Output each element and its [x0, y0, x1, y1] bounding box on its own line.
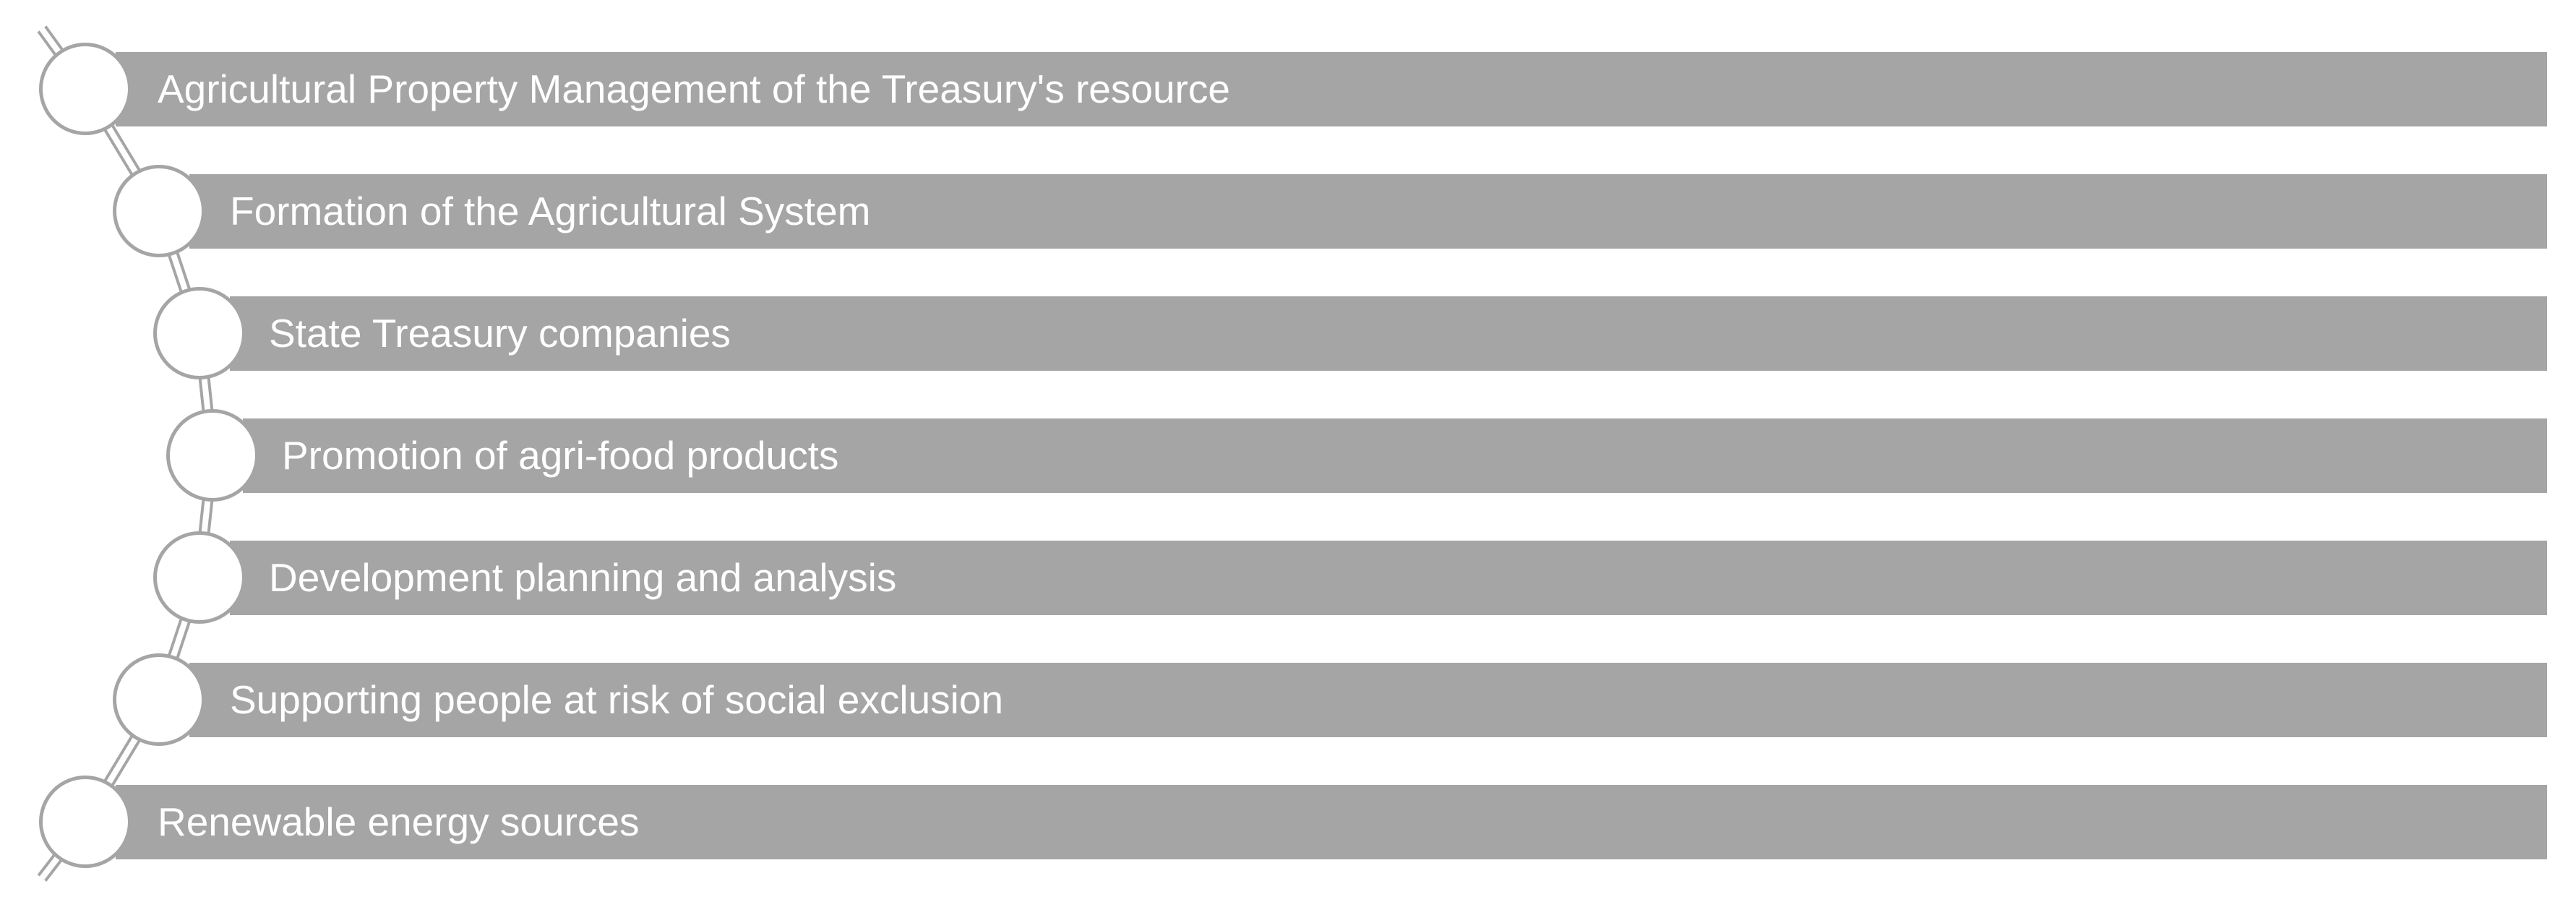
- list-item-node-3: [153, 287, 246, 379]
- list-item-label-2: Formation of the Agricultural System: [230, 189, 871, 233]
- list-item-bar-6: Supporting people at risk of social excl…: [189, 663, 2547, 737]
- list-item-node-4: [166, 409, 259, 502]
- list-item-label-1: Agricultural Property Management of the …: [158, 66, 1230, 111]
- list-item-node-2: [113, 165, 205, 257]
- list-item-label-4: Promotion of agri-food products: [282, 433, 839, 478]
- list-item-node-5: [153, 531, 246, 624]
- list-item-bar-5: Development planning and analysis: [230, 541, 2547, 615]
- list-item-bar-3: State Treasury companies: [230, 296, 2547, 371]
- list-item-bar-7: Renewable energy sources: [116, 785, 2547, 859]
- list-item-node-7: [39, 776, 132, 868]
- list-item-bar-2: Formation of the Agricultural System: [189, 174, 2547, 249]
- list-item-label-6: Supporting people at risk of social excl…: [230, 677, 1004, 722]
- list-item-node-1: [39, 43, 132, 135]
- list-item-bar-1: Agricultural Property Management of the …: [116, 52, 2547, 126]
- list-item-node-6: [113, 653, 205, 746]
- list-item-label-3: State Treasury companies: [269, 311, 731, 356]
- list-item-label-5: Development planning and analysis: [269, 555, 897, 600]
- list-item-label-7: Renewable energy sources: [158, 799, 640, 844]
- list-item-bar-4: Promotion of agri-food products: [243, 418, 2547, 493]
